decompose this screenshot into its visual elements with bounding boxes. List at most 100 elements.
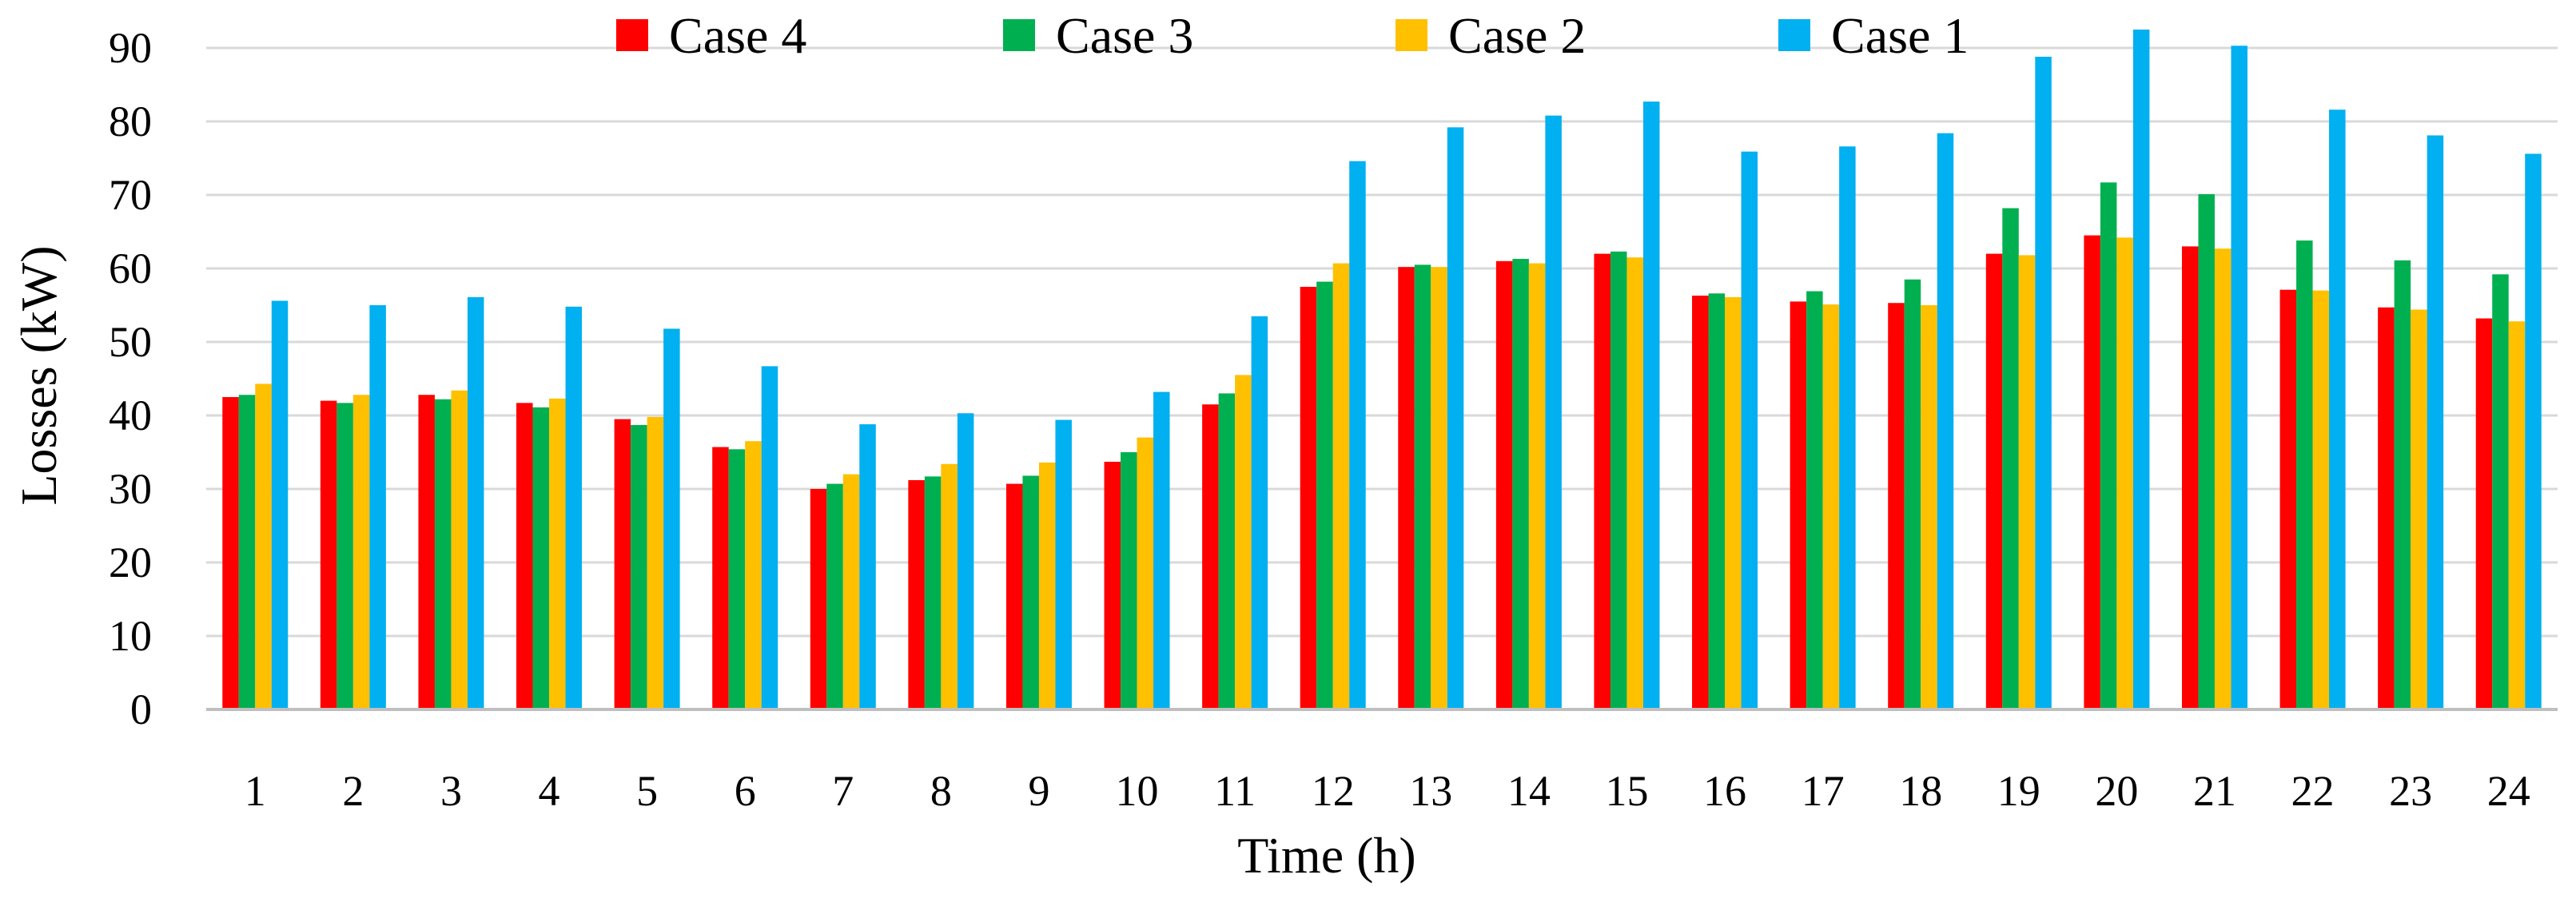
bar-case-4-t9 <box>1005 483 1023 709</box>
bar-case-1-t20 <box>2132 30 2150 709</box>
bar-case-3-t22 <box>2296 240 2313 709</box>
x-tick-label: 12 <box>1312 767 1355 815</box>
x-tick-label: 8 <box>930 767 952 815</box>
y-tick-label: 80 <box>109 97 152 145</box>
bar-case-1-t18 <box>1937 133 1954 710</box>
x-tick-label: 16 <box>1703 767 1746 815</box>
bar-case-4-t21 <box>2181 246 2199 709</box>
bar-case-3-t24 <box>2492 274 2509 709</box>
bar-case-4-t19 <box>1985 253 2003 710</box>
x-tick-label: 22 <box>2291 767 2335 815</box>
bar-case-3-t21 <box>2198 194 2215 709</box>
legend: Case 4 Case 3 Case 2 Case 1 <box>616 7 1969 64</box>
legend-swatch-case-2 <box>1395 19 1427 51</box>
bar-case-1-t13 <box>1447 127 1464 710</box>
x-tick-label: 17 <box>1802 767 1845 815</box>
x-axis-title: Time (h) <box>1237 827 1415 884</box>
bar-case-3-t17 <box>1806 291 1823 709</box>
bar-case-4-t17 <box>1790 301 1807 709</box>
bar-case-3-t13 <box>1414 264 1431 709</box>
bar-case-1-t6 <box>761 366 778 709</box>
bar-case-3-t19 <box>2002 208 2019 709</box>
x-tick-label: 2 <box>342 767 364 815</box>
bar-case-1-t2 <box>369 305 386 709</box>
bar-case-4-t5 <box>614 419 631 709</box>
bar-case-1-t7 <box>859 424 876 709</box>
x-tick-label: 14 <box>1507 767 1551 815</box>
bar-case-4-t23 <box>2378 307 2395 709</box>
bar-case-2-t1 <box>255 383 272 709</box>
bar-case-4-t22 <box>2279 289 2297 709</box>
bar-case-3-t2 <box>336 403 353 709</box>
x-tick-label: 20 <box>2095 767 2138 815</box>
y-axis-title: Losses (kW) <box>10 245 67 505</box>
x-tick-label: 10 <box>1116 767 1159 815</box>
legend-swatch-case-3 <box>1003 19 1035 51</box>
legend-label-case-1: Case 1 <box>1831 7 1969 64</box>
x-tick-label: 19 <box>1997 767 2040 815</box>
bar-case-3-t1 <box>238 395 256 709</box>
bar-case-4-t14 <box>1495 260 1513 709</box>
x-tick-label: 4 <box>539 767 560 815</box>
bar-case-3-t18 <box>1904 279 1921 709</box>
y-tick-label: 90 <box>109 24 152 72</box>
bar-case-2-t2 <box>352 395 370 709</box>
bar-case-1-t19 <box>2035 57 2052 710</box>
bar-case-4-t4 <box>516 403 533 709</box>
x-tick-label: 3 <box>440 767 462 815</box>
legend-swatch-case-4 <box>616 19 648 51</box>
bar-case-4-t12 <box>1300 287 1317 709</box>
bar-case-2-t23 <box>2411 309 2427 709</box>
bar-case-1-t21 <box>2231 46 2248 710</box>
bar-case-4-t11 <box>1202 404 1219 709</box>
y-tick-label: 40 <box>109 391 152 439</box>
x-tick-label: 23 <box>2389 767 2432 815</box>
bar-case-3-t12 <box>1316 281 1333 709</box>
bar-case-1-t23 <box>2427 135 2444 710</box>
bar-case-3-t15 <box>1610 251 1627 710</box>
y-tick-label: 20 <box>109 538 152 586</box>
bar-case-3-t9 <box>1022 475 1039 709</box>
bar-case-3-t23 <box>2394 260 2411 709</box>
legend-label-case-4: Case 4 <box>669 7 806 64</box>
bar-case-1-t16 <box>1741 151 1758 710</box>
bar-case-2-t16 <box>1725 296 1742 709</box>
bar-case-2-t7 <box>842 474 860 709</box>
bar-case-2-t22 <box>2312 290 2330 710</box>
x-tick-label: 18 <box>1899 767 1942 815</box>
bar-case-1-t8 <box>957 413 974 709</box>
bar-case-2-t24 <box>2508 321 2526 709</box>
bar-case-2-t10 <box>1137 437 1154 709</box>
bar-case-1-t11 <box>1251 316 1268 709</box>
bar-case-2-t15 <box>1626 257 1643 709</box>
bar-case-4-t1 <box>222 397 239 709</box>
bar-case-4-t8 <box>908 479 925 709</box>
bar-case-2-t21 <box>2214 248 2232 709</box>
bar-case-2-t20 <box>2116 237 2133 709</box>
bar-case-2-t6 <box>745 441 762 709</box>
bar-case-2-t18 <box>1921 305 1937 709</box>
bar-case-4-t20 <box>2084 235 2100 710</box>
x-tick-label: 21 <box>2193 767 2236 815</box>
bar-case-1-t4 <box>565 306 583 709</box>
legend-label-case-3: Case 3 <box>1056 7 1193 64</box>
bar-case-1-t5 <box>663 328 680 709</box>
bar-case-2-t12 <box>1332 263 1350 709</box>
y-tick-label: 60 <box>109 244 152 292</box>
bar-case-3-t7 <box>826 483 843 709</box>
legend-swatch-case-1 <box>1778 19 1810 51</box>
bar-case-3-t3 <box>434 399 452 709</box>
bars <box>222 30 2542 710</box>
bar-case-4-t3 <box>418 395 435 709</box>
bar-case-4-t10 <box>1104 461 1121 709</box>
bar-case-2-t11 <box>1235 375 1252 709</box>
x-tick-label: 1 <box>245 767 266 815</box>
bar-case-3-t6 <box>728 449 746 709</box>
x-tick-label: 24 <box>2487 767 2530 815</box>
bar-case-1-t10 <box>1153 391 1170 709</box>
bar-case-1-t24 <box>2525 153 2542 710</box>
bar-case-4-t2 <box>320 400 337 709</box>
bar-case-3-t8 <box>924 476 942 709</box>
bar-case-2-t14 <box>1528 263 1546 709</box>
